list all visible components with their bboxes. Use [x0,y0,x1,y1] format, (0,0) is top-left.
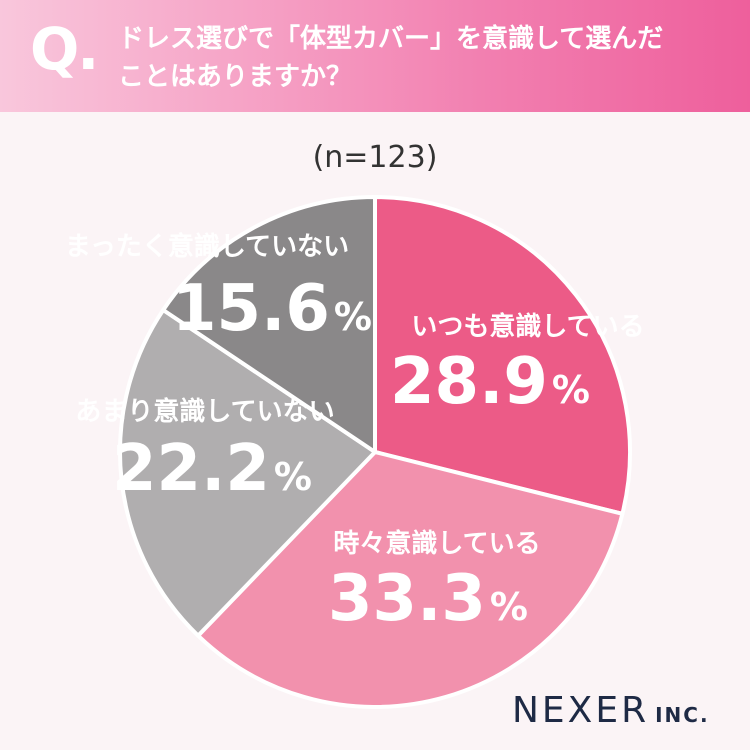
slice-label: あまり意識していない [75,396,334,427]
slice-label: まったく意識していない [65,231,349,262]
question-line-1: ドレス選びで「体型カバー」を意識して選んだ [118,24,664,54]
pie-slice [373,195,632,516]
logo-name: NEXER [512,690,650,731]
pie-slice [118,307,377,638]
pie-slice [161,195,377,454]
nexer-logo: NEXER INC. [512,690,710,731]
logo-suffix: INC. [655,703,710,727]
slice-value: 15.6% [172,272,372,346]
slice-label: いつも意識している [411,311,644,342]
pie-slice [196,450,625,709]
question-text: ドレス選びで「体型カバー」を意識して選んだ ことはありますか？ [118,20,718,96]
question-header: Q. ドレス選びで「体型カバー」を意識して選んだ ことはありますか？ [0,0,750,112]
question-line-2: ことはありますか？ [118,62,353,92]
q-mark: Q. [30,15,99,83]
slice-label: 時々意識している [333,528,540,559]
sample-size-label: (n=123) [312,140,438,175]
